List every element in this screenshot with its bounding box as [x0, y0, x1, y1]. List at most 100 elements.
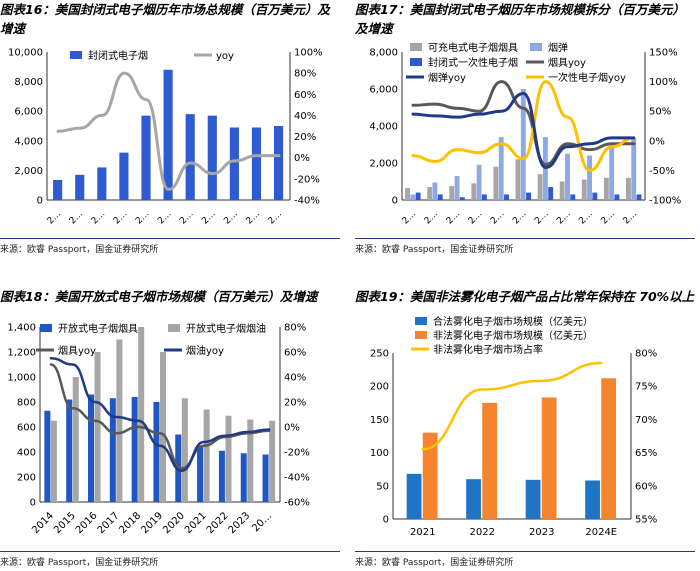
y2-tick-label: 60%: [284, 348, 306, 359]
x-tick-label: 2024E: [585, 527, 617, 538]
chart-title: 图表19：美国非法雾化电子烟产品占比常年保持在 70%以上: [355, 289, 695, 304]
chart-19-svg: 0 50 100 150 200 250 55% 60% 65% 70% 75% 80% 2021 202…: [370, 315, 657, 538]
x-tick-label: 2…: [244, 209, 261, 226]
panel-chart-18: 图表18：美国开放式电子烟市场规模（百万美元）及增速 0 200 400 600 800…: [0, 287, 340, 571]
bar-1-4: [498, 137, 504, 200]
chart-17-svg: 0 2,000 4,000 6,000 8,000 -100% -50% 0% 50% 100% 1…: [369, 41, 681, 227]
x-tick-label: 2…: [599, 209, 616, 226]
bar-0-8: [229, 127, 239, 200]
bar-0-0: [405, 187, 410, 200]
legend-swatch: [415, 331, 427, 339]
bar-0-9: [251, 127, 262, 200]
bar-2-5: [526, 192, 532, 200]
bar-0-5: [153, 402, 160, 502]
chart-title: 图表18：美国开放式电子烟市场规模（百万美元）及增速: [0, 289, 318, 304]
chart-source: 来源：欧睿 Passport，国金证券研究所: [0, 245, 159, 255]
bar-0-10: [626, 177, 631, 200]
x-tick-label: 2…: [401, 209, 418, 226]
panel-chart-19: 图表19：美国非法雾化电子烟产品占比常年保持在 70%以上 0 50 100 150 2…: [355, 287, 695, 571]
x-tick-label: 2020: [161, 510, 187, 536]
bar-0-1: [466, 479, 481, 519]
y2-tick-label: 40%: [284, 373, 306, 384]
bar-0-1: [75, 174, 85, 200]
bar-1-1: [432, 182, 438, 200]
y2-tick-label: 100%: [294, 48, 323, 59]
x-tick-label: 2…: [622, 209, 639, 226]
y2-tick-label: -40%: [284, 473, 310, 484]
y2-tick-label: 70%: [635, 415, 657, 426]
x-tick-label: 2…: [156, 209, 173, 226]
chart-18-svg: 0 200 400 600 800 1,000 1,200 1,400 -60% -40% -20%…: [7, 322, 310, 536]
bar-1-3: [476, 164, 482, 200]
bar-1-9: [247, 419, 254, 502]
y2-tick-label: 80%: [294, 69, 316, 80]
x-tick-label: 2021: [410, 527, 435, 538]
bar-0-2: [525, 479, 541, 519]
bar-1-0: [422, 432, 438, 519]
x-tick-label: 2…: [577, 209, 594, 226]
chart-16-svg: 0 2,000 4,000 6,000 8,000 10,000 -40% -20% 0% 20%…: [8, 48, 323, 227]
y-tick-label: 600: [17, 423, 36, 434]
bar-0-1: [427, 187, 433, 200]
panel-chart-16: 图表16：美国封闭式电子烟历年市场总规模（百万美元）及增速 0 2,000 4,00…: [0, 0, 340, 260]
y2-tick-label: 80%: [284, 323, 306, 334]
bar-1-3: [601, 378, 617, 519]
bar-1-0: [50, 420, 57, 502]
legend-swatch: [530, 43, 542, 51]
x-tick-label: 2…: [267, 209, 284, 226]
y-tick-label: 6,000: [14, 107, 43, 118]
bar-0-4: [131, 397, 138, 502]
legend-label: 烟油yoy: [186, 344, 224, 357]
y-tick-label: 1,200: [7, 348, 36, 359]
x-tick-label: 2022: [470, 527, 495, 538]
legend-label: 一次性电子烟yoy: [548, 71, 626, 84]
legend-label: 非法雾化电子烟市场规模（亿美元）: [433, 329, 593, 342]
y-tick-label: 10,000: [8, 48, 43, 59]
bar-2-9: [614, 194, 620, 200]
bar-0-2: [97, 167, 107, 200]
y2-tick-label: -20%: [294, 174, 320, 185]
bar-0-6: [185, 114, 195, 200]
legend-swatch: [410, 43, 422, 51]
y-tick-label: 200: [370, 382, 389, 393]
bar-1-4: [138, 327, 145, 502]
bar-0-10: [262, 454, 269, 502]
bar-1-10: [269, 420, 276, 502]
bar-0-7: [197, 445, 204, 502]
bar-2-2: [459, 197, 465, 200]
bar-2-1: [437, 194, 443, 200]
y-tick-label: 8,000: [14, 77, 43, 88]
bar-0-3: [471, 183, 477, 200]
y2-tick-label: 60%: [635, 481, 657, 492]
bar-1-1: [72, 377, 79, 502]
bar-1-7: [203, 409, 210, 502]
bar-0-3: [119, 152, 129, 200]
bar-0-9: [240, 453, 247, 502]
y-tick-label: 0: [392, 196, 398, 207]
x-tick-label: 2017: [96, 510, 122, 536]
x-tick-label: 20…: [250, 510, 274, 534]
legend-swatch: [415, 317, 427, 325]
y2-tick-label: 150%: [649, 48, 678, 59]
legend-label: yoy: [216, 51, 234, 62]
legend-swatch: [410, 58, 422, 66]
legend-swatch: [70, 51, 82, 59]
bar-2-4: [504, 194, 509, 200]
bar-1-2: [541, 397, 557, 519]
bar-0-7: [559, 181, 565, 200]
bar-1-8: [225, 415, 232, 502]
x-tick-label: 2022: [205, 510, 231, 536]
x-tick-label: 2018: [118, 510, 144, 536]
y2-tick-label: -40%: [294, 196, 320, 207]
bar-1-0: [410, 194, 416, 200]
line-series-0: [421, 361, 603, 451]
legend-label: 烟具yoy: [548, 56, 586, 69]
bar-1-5: [520, 89, 526, 200]
bar-0-0: [44, 410, 51, 502]
bar-0-0: [53, 180, 63, 200]
y2-tick-label: 75%: [635, 382, 657, 393]
y-tick-label: 0: [37, 196, 43, 207]
legend-label: 合法雾化电子烟市场规模（亿美元）: [433, 315, 593, 328]
y2-tick-label: 55%: [635, 515, 657, 526]
y-tick-label: 0: [383, 515, 389, 526]
